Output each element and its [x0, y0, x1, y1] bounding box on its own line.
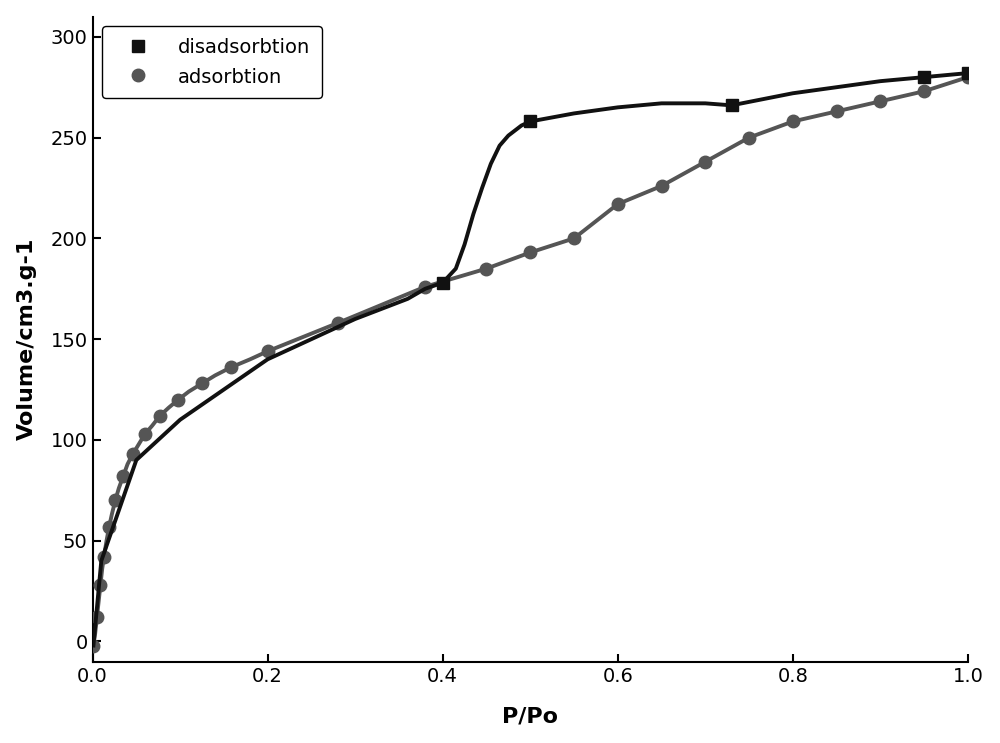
- adsorbtion: [172, 395, 184, 404]
- adsorbtion: [127, 450, 139, 458]
- adsorbtion: [656, 181, 668, 190]
- adsorbtion: [94, 580, 106, 589]
- adsorbtion: [87, 641, 99, 650]
- adsorbtion: [154, 412, 166, 421]
- disadsorbtion: [437, 279, 449, 288]
- disadsorbtion: [918, 73, 930, 82]
- Y-axis label: Volume/cm3.g-1: Volume/cm3.g-1: [17, 238, 37, 441]
- disadsorbtion: [962, 68, 974, 77]
- Line: adsorbtion: adsorbtion: [87, 71, 974, 652]
- adsorbtion: [524, 248, 536, 257]
- X-axis label: P/Po: P/Po: [502, 707, 558, 727]
- adsorbtion: [103, 522, 115, 531]
- adsorbtion: [109, 496, 121, 504]
- adsorbtion: [91, 613, 103, 622]
- adsorbtion: [831, 107, 843, 116]
- adsorbtion: [962, 73, 974, 82]
- adsorbtion: [196, 379, 208, 388]
- adsorbtion: [139, 429, 151, 438]
- adsorbtion: [568, 234, 580, 243]
- adsorbtion: [874, 97, 886, 106]
- adsorbtion: [612, 200, 624, 209]
- adsorbtion: [699, 158, 711, 166]
- adsorbtion: [419, 282, 431, 291]
- adsorbtion: [332, 319, 344, 328]
- disadsorbtion: [524, 117, 536, 126]
- Legend: disadsorbtion, adsorbtion: disadsorbtion, adsorbtion: [102, 27, 322, 98]
- Line: disadsorbtion: disadsorbtion: [436, 67, 974, 289]
- adsorbtion: [262, 347, 274, 356]
- adsorbtion: [117, 472, 129, 481]
- adsorbtion: [787, 117, 799, 126]
- adsorbtion: [225, 363, 237, 372]
- adsorbtion: [480, 265, 492, 273]
- adsorbtion: [98, 552, 110, 561]
- disadsorbtion: [726, 101, 738, 110]
- adsorbtion: [743, 133, 755, 142]
- adsorbtion: [918, 87, 930, 96]
